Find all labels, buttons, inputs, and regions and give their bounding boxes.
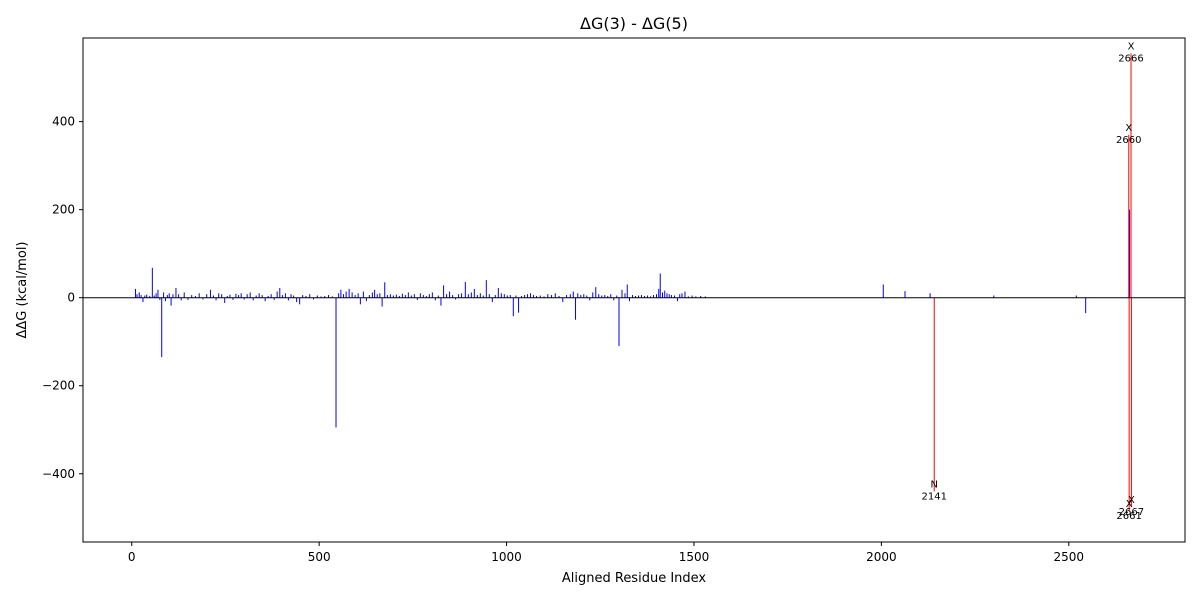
x-tick-label: 1000	[491, 550, 522, 564]
annotation-residue: X	[1125, 123, 1132, 134]
annotation-residue: X	[1126, 499, 1133, 510]
annotation-index: 2666	[1118, 53, 1143, 64]
chart-title: ΔG(3) - ΔG(5)	[580, 14, 688, 33]
annotation-index: 2660	[1116, 135, 1141, 146]
annotation-residue: X	[1128, 41, 1135, 52]
y-tick-label: 200	[52, 203, 75, 217]
x-axis-label: Aligned Residue Index	[562, 571, 707, 586]
x-tick-label: 2500	[1054, 550, 1085, 564]
annotation-residue: N	[930, 479, 937, 490]
y-tick-label: 0	[67, 291, 75, 305]
y-axis-label: ΔΔG (kcal/mol)	[15, 242, 30, 339]
x-tick-label: 1500	[679, 550, 710, 564]
axes: 0 500 1000 1500 2000 2500 −400 −200 0 200 400	[42, 37, 1186, 564]
x-tick-label: 0	[128, 550, 136, 564]
annotation-index: 2661	[1116, 511, 1141, 522]
plot-frame	[82, 37, 1186, 543]
y-tick-label: −200	[42, 379, 75, 393]
annotation-residue: X	[1128, 495, 1135, 506]
y-tick-label: −400	[42, 467, 75, 481]
x-tick-label: 2000	[866, 550, 897, 564]
annotation-index: 2141	[922, 491, 947, 502]
annotation-index: 2667	[1119, 507, 1144, 518]
x-tick-label: 500	[308, 550, 331, 564]
y-tick-label: 400	[52, 115, 75, 129]
